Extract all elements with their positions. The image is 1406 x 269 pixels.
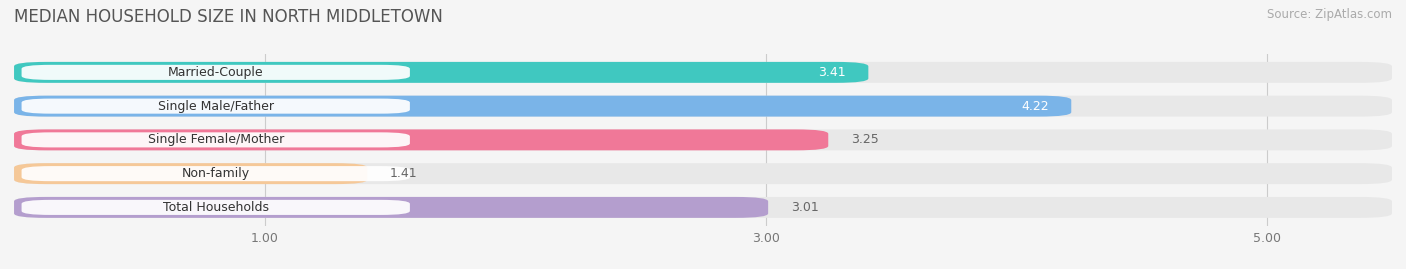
FancyBboxPatch shape [14, 197, 768, 218]
Text: 4.22: 4.22 [1021, 100, 1049, 113]
FancyBboxPatch shape [14, 96, 1071, 116]
Text: 3.25: 3.25 [851, 133, 879, 146]
Text: 3.41: 3.41 [818, 66, 846, 79]
FancyBboxPatch shape [21, 65, 411, 80]
FancyBboxPatch shape [14, 96, 1392, 116]
FancyBboxPatch shape [21, 132, 411, 147]
Text: 1.41: 1.41 [389, 167, 418, 180]
Text: Married-Couple: Married-Couple [167, 66, 263, 79]
Text: 3.01: 3.01 [790, 201, 818, 214]
Text: Source: ZipAtlas.com: Source: ZipAtlas.com [1267, 8, 1392, 21]
FancyBboxPatch shape [21, 99, 411, 114]
FancyBboxPatch shape [14, 129, 1392, 150]
FancyBboxPatch shape [14, 62, 869, 83]
FancyBboxPatch shape [14, 129, 828, 150]
FancyBboxPatch shape [14, 163, 1392, 184]
FancyBboxPatch shape [14, 197, 1392, 218]
FancyBboxPatch shape [21, 200, 411, 215]
FancyBboxPatch shape [14, 163, 367, 184]
FancyBboxPatch shape [21, 166, 411, 181]
Text: Single Male/Father: Single Male/Father [157, 100, 274, 113]
Text: Non-family: Non-family [181, 167, 250, 180]
Text: Total Households: Total Households [163, 201, 269, 214]
Text: MEDIAN HOUSEHOLD SIZE IN NORTH MIDDLETOWN: MEDIAN HOUSEHOLD SIZE IN NORTH MIDDLETOW… [14, 8, 443, 26]
Text: Single Female/Mother: Single Female/Mother [148, 133, 284, 146]
FancyBboxPatch shape [14, 62, 1392, 83]
